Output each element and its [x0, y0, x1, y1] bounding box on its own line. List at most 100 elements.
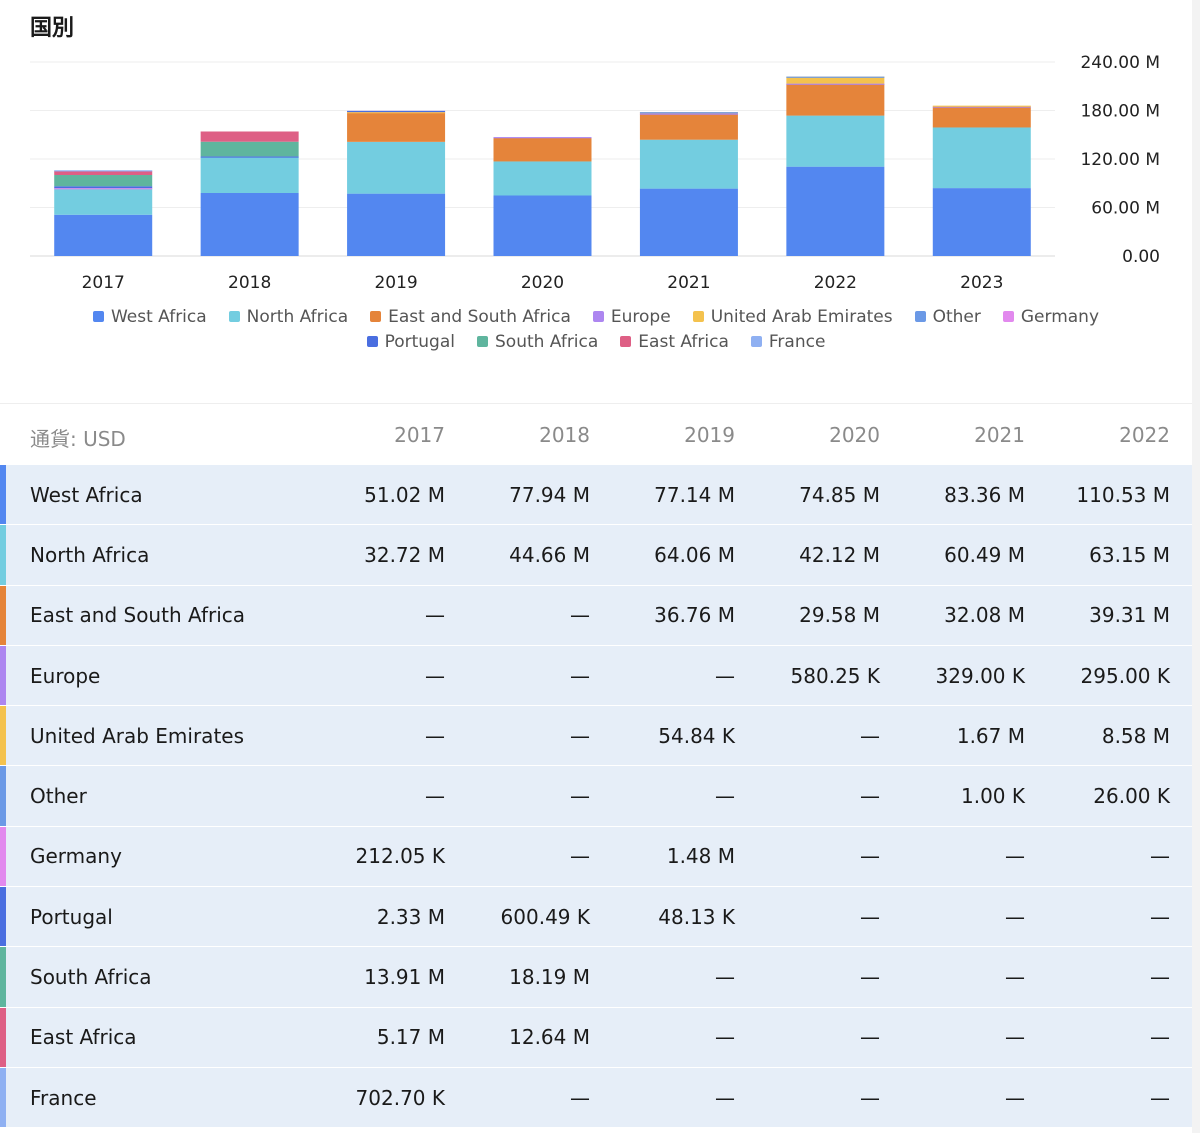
- legend-label: France: [768, 331, 826, 352]
- table-cell: —: [570, 1085, 590, 1110]
- bar-segment[interactable]: [493, 161, 592, 196]
- header-year[interactable]: 2017: [394, 422, 445, 447]
- row-label: Europe: [30, 663, 101, 688]
- bar-segment[interactable]: [200, 156, 299, 158]
- bar-segment[interactable]: [639, 113, 738, 140]
- legend-item[interactable]: West Africa: [92, 306, 207, 327]
- table-row[interactable]: North Africa 32.72 M 44.66 M 64.06 M 42.12 M…: [0, 525, 1192, 586]
- table-row[interactable]: East Africa 5.17 M 12.64 M — — — —: [0, 1007, 1192, 1068]
- legend-item[interactable]: Germany: [1002, 306, 1099, 327]
- bar-segment[interactable]: [200, 131, 299, 142]
- bar-segment[interactable]: [493, 195, 592, 256]
- bar-segment[interactable]: [200, 156, 299, 193]
- table-body: West Africa 51.02 M 77.94 M 77.14 M 74.85 M 8…: [0, 465, 1192, 1129]
- bar-segment[interactable]: [786, 115, 885, 167]
- legend-item[interactable]: North Africa: [228, 306, 348, 327]
- x-tick-label: 2021: [667, 273, 710, 293]
- table-cell: —: [860, 1025, 880, 1050]
- row-color-indicator: [0, 1067, 6, 1128]
- legend-item[interactable]: United Arab Emirates: [692, 306, 893, 327]
- legend-item[interactable]: East Africa: [620, 331, 729, 352]
- bar-segment[interactable]: [54, 170, 153, 176]
- bar-segment[interactable]: [932, 107, 1031, 128]
- bar-segment[interactable]: [347, 193, 446, 256]
- header-year[interactable]: 2020: [829, 422, 880, 447]
- header-year[interactable]: 2022: [1119, 422, 1170, 447]
- header-year[interactable]: 2018: [539, 422, 590, 447]
- table-cell: 36.76 M: [654, 603, 735, 628]
- table-row[interactable]: Europe — — — 580.25 K 329.00 K 295.00 K: [0, 645, 1192, 707]
- table-cell: —: [860, 1085, 880, 1110]
- bar-segment[interactable]: [932, 188, 1031, 256]
- bar-segment[interactable]: [54, 188, 153, 190]
- bar-segment[interactable]: [54, 214, 153, 256]
- bar-segment[interactable]: [347, 112, 446, 114]
- bar-segment[interactable]: [200, 141, 299, 157]
- table-cell: —: [425, 603, 445, 628]
- table-row[interactable]: France 702.70 K — — — — —: [0, 1067, 1192, 1129]
- bar-segment[interactable]: [54, 170, 153, 172]
- table-row[interactable]: East and South Africa — — 36.76 M 29.58 M 32.…: [0, 585, 1192, 646]
- legend-item[interactable]: East and South Africa: [370, 306, 571, 327]
- legend-item[interactable]: Other: [914, 306, 981, 327]
- x-tick-label: 2018: [228, 273, 271, 293]
- header-year[interactable]: 2021: [974, 422, 1025, 447]
- bar-segment[interactable]: [54, 186, 153, 189]
- bar-segment[interactable]: [493, 137, 592, 139]
- table-cell: —: [570, 723, 590, 748]
- legend-swatch: [228, 311, 240, 322]
- scrollbar-track[interactable]: [1192, 0, 1200, 1133]
- bar-segment[interactable]: [932, 127, 1031, 189]
- bar-segment[interactable]: [932, 106, 1031, 108]
- bar-segment[interactable]: [786, 83, 885, 85]
- table-cell: —: [570, 784, 590, 809]
- table-row[interactable]: Germany 212.05 K — 1.48 M — — —: [0, 826, 1192, 888]
- bar-segment[interactable]: [493, 137, 592, 162]
- table-cell: —: [425, 784, 445, 809]
- table-cell: 110.53 M: [1076, 482, 1170, 507]
- bar-segment[interactable]: [786, 83, 885, 116]
- row-label: France: [30, 1085, 97, 1110]
- legend-item[interactable]: South Africa: [477, 331, 598, 352]
- bar-segment[interactable]: [786, 166, 885, 256]
- table-row[interactable]: Other — — — — 1.00 K 26.00 K: [0, 766, 1192, 827]
- y-tick-label: 180.00 M: [1080, 102, 1160, 122]
- table-cell: 54.84 K: [658, 723, 735, 748]
- table-row[interactable]: South Africa 13.91 M 18.19 M — — — —: [0, 947, 1192, 1008]
- bar-segment[interactable]: [932, 105, 1031, 107]
- bar-segment[interactable]: [639, 139, 738, 189]
- legend-swatch: [1002, 311, 1014, 322]
- bar-segment[interactable]: [639, 112, 738, 114]
- table-cell: 77.94 M: [509, 482, 590, 507]
- bar-segment[interactable]: [54, 188, 153, 215]
- bar-segment[interactable]: [347, 112, 446, 142]
- table-header: 通貨: USD 2017 2018 2019 2020 2021 2022: [0, 403, 1192, 465]
- bar-segment[interactable]: [786, 76, 885, 78]
- stacked-bar-chart: 240.00 M 180.00 M 120.00 M 60.00 M 0.00 2017 2…: [30, 53, 1160, 293]
- bar-segment[interactable]: [347, 110, 446, 113]
- table-cell: 74.85 M: [799, 482, 880, 507]
- row-label: South Africa: [30, 965, 152, 990]
- legend-item[interactable]: Europe: [592, 306, 671, 327]
- table-row[interactable]: United Arab Emirates — — 54.84 K — 1.67 M 8.58…: [0, 706, 1192, 767]
- table-cell: 1.48 M: [666, 844, 735, 869]
- bar-segment[interactable]: [639, 188, 738, 256]
- table-cell: 2.33 M: [376, 904, 445, 929]
- bar-segment[interactable]: [200, 192, 299, 256]
- table-row[interactable]: West Africa 51.02 M 77.94 M 77.14 M 74.85 M 8…: [0, 465, 1192, 526]
- table-cell: —: [860, 904, 880, 929]
- bar-segment[interactable]: [54, 175, 153, 187]
- legend-label: Other: [932, 306, 981, 327]
- table-cell: 295.00 K: [1080, 663, 1170, 688]
- bar-segment[interactable]: [639, 113, 738, 115]
- legend-item[interactable]: Portugal: [366, 331, 455, 352]
- legend-item[interactable]: France: [750, 331, 826, 352]
- table-cell: —: [715, 965, 735, 990]
- chart-legend: West Africa North Africa East and South Af…: [0, 306, 1192, 352]
- table-cell: —: [425, 723, 445, 748]
- header-year[interactable]: 2019: [684, 422, 735, 447]
- bar-segment[interactable]: [347, 141, 446, 194]
- table-row[interactable]: Portugal 2.33 M 600.49 K 48.13 K — — —: [0, 887, 1192, 948]
- legend-swatch: [366, 336, 378, 347]
- bar-segment[interactable]: [786, 76, 885, 84]
